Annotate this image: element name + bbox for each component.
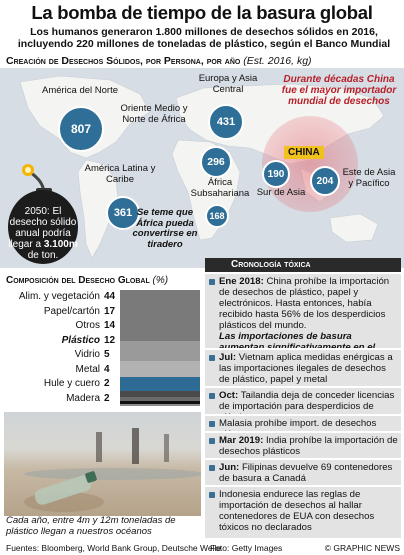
bomb-text-line2: de ton. [27, 250, 59, 261]
composition-value: 2 [104, 392, 110, 404]
region-bubble-europe-central-asia: 431 [208, 104, 244, 140]
region-label-europe-central-asia: Europa y Asia Central [198, 73, 258, 95]
region-label-east-asia-pacific: Este de Asia y Pacífico [342, 167, 396, 189]
bomb-graphic: 2050: El desecho sólido anual podría lle… [8, 160, 78, 264]
composition-value: 12 [104, 334, 116, 346]
composition-bar-segment [120, 403, 200, 406]
timeline-date: Jul: [219, 352, 237, 363]
composition-value: 4 [104, 363, 110, 375]
timeline-text: China prohíbe la importación de desechos… [219, 276, 390, 331]
timeline-title: Cronología tóxica [205, 258, 401, 272]
region-bubble-sub-saharan-africa: 168 [205, 204, 229, 228]
composition-bar-segment [120, 360, 200, 377]
africa-note: Se teme que África pueda convertirse en … [132, 207, 198, 250]
composition-row: Vidrio 5 [0, 348, 110, 361]
footer-photo-credit: Foto: Getty Images [210, 543, 283, 553]
composition-bar-segment [120, 377, 200, 391]
china-label: CHINA [284, 146, 324, 159]
timeline-text: Vietnam aplica medidas enérgicas a las i… [219, 352, 393, 385]
timeline-text: Filipinas devuelve 69 contenedores de ba… [219, 462, 393, 484]
timeline-bullet-icon [209, 492, 215, 498]
region-bubble-middle-east-north-africa: 296 [200, 146, 232, 178]
bomb-text-line1: 2050: El desecho sólido anual podría lle… [8, 206, 77, 250]
composition-category: Plástico [61, 334, 100, 346]
timeline-bullet-icon [209, 393, 215, 399]
page-title: La bomba de tiempo de la basura global [31, 2, 373, 23]
region-label-sub-saharan-africa: África Subsahariana [190, 177, 250, 199]
timeline-bullet-icon [209, 279, 215, 285]
composition-unit: (%) [152, 275, 169, 286]
region-bubble-south-asia: 190 [262, 160, 290, 188]
composition-value: 14 [104, 320, 116, 331]
footer: Fuentes: Bloomberg, World Bank Group, De… [6, 543, 402, 553]
bomb-body [8, 190, 78, 264]
region-label-middle-east-north-africa: Oriente Medio y Norte de África [120, 103, 188, 125]
composition-category: Metal [75, 363, 100, 375]
region-label-south-asia: Sur de Asia [256, 187, 306, 198]
composition-row: Madera 2 [0, 392, 109, 405]
timeline-item: Indonesia endurece las reglas de importa… [205, 485, 401, 538]
timeline-item: Malasia prohíbe import. de desechos plás… [205, 414, 401, 440]
footer-brand: © GRAPHIC NEWS [324, 543, 400, 553]
bomb-highlight: 3.100m [43, 239, 78, 250]
photo-caption: Cada año, entre 4m y 12m toneladas de pl… [6, 515, 176, 537]
world-map: CHINA Durante décadas China fue el mayor… [0, 68, 404, 268]
timeline-item: Ene 2018: China prohíbe la importación d… [205, 272, 401, 364]
timeline-item: Mar 2019: India prohíbe la importación d… [205, 431, 401, 458]
timeline-date: Ene 2018: [219, 276, 264, 287]
timeline-bullet-icon [209, 421, 215, 427]
composition-row: Plástico 12 [0, 334, 115, 347]
composition-title: Composición del Desecho Global (%) [6, 275, 168, 286]
timeline-item: Oct: Tailandia deja de conceder licencia… [205, 386, 401, 423]
timeline-date: Jun: [219, 462, 240, 473]
composition-row: Metal 4 [0, 363, 110, 376]
timeline-item: Jul: Vietnam aplica medidas enérgicas a … [205, 348, 401, 386]
region-bubble-latin-america: 361 [106, 196, 140, 230]
timeline-bullet-icon [209, 355, 215, 361]
composition-bar-segment [120, 396, 200, 402]
composition-category: Vidrio [74, 349, 100, 360]
map-section-heading: Creación de Desechos Sólidos, por Person… [6, 55, 241, 67]
region-label-north-america: América del Norte [41, 85, 119, 96]
composition-heading: Composición del Desecho Global [6, 275, 150, 286]
map-section-title: Creación de Desechos Sólidos, por Person… [6, 55, 402, 67]
china-note: Durante décadas China fue el mayor impor… [281, 74, 397, 107]
composition-category: Hule y cuero [43, 378, 100, 389]
composition-value: 5 [104, 349, 110, 360]
timeline-text: India prohíbe la importación de desechos… [219, 435, 398, 457]
beach-photo [4, 412, 201, 516]
timeline-item: Jun: Filipinas devuelve 69 contenedores … [205, 458, 401, 485]
region-label-latin-america: América Latina y Caribe [84, 163, 156, 185]
region-bubble-east-asia-pacific: 204 [310, 166, 340, 196]
region-bubble-north-america: 807 [58, 106, 104, 152]
timeline-bullet-icon [209, 438, 215, 444]
page-subtitle: Los humanos generaron 1.800 millones de … [17, 26, 391, 50]
composition-category: Otros [75, 320, 100, 331]
timeline-bullet-icon [209, 465, 215, 471]
composition-chart: Alim. y vegetación 44 Papel/cartón 17 Otros 1… [0, 290, 202, 410]
composition-bar-segment [120, 390, 200, 397]
composition-category: Madera [66, 392, 100, 404]
composition-row: Alim. y vegetación 44 [0, 290, 115, 303]
footer-sources: Fuentes: Bloomberg, World Bank Group, De… [6, 543, 222, 553]
composition-bar-segment [120, 341, 200, 361]
map-section-note: (Est. 2016, kg) [243, 55, 312, 67]
composition-row: Papel/cartón 17 [0, 305, 115, 318]
composition-category: Papel/cartón [43, 305, 100, 317]
composition-value: 44 [104, 291, 116, 302]
composition-category: Alim. y vegetación [18, 291, 100, 302]
timeline-date: Oct: [219, 390, 239, 401]
composition-value: 17 [104, 305, 116, 317]
composition-value: 2 [104, 378, 110, 389]
beach-photo-image [24, 428, 201, 512]
composition-row: Hule y cuero 2 [0, 377, 110, 390]
composition-bar-segment [120, 290, 200, 342]
timeline-text: Indonesia endurece las reglas de importa… [219, 489, 375, 533]
timeline-date: Mar 2019: [219, 435, 264, 446]
bomb-text: 2050: El desecho sólido anual podría lle… [8, 206, 78, 261]
composition-row: Otros 14 [0, 319, 116, 332]
composition-bar-segment [120, 401, 200, 404]
